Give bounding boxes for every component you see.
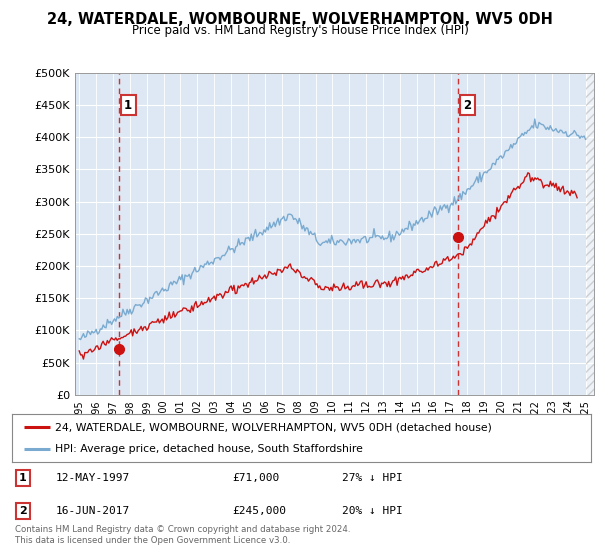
Text: 2: 2	[19, 506, 26, 516]
Text: Contains HM Land Registry data © Crown copyright and database right 2024.
This d: Contains HM Land Registry data © Crown c…	[15, 525, 350, 545]
Text: HPI: Average price, detached house, South Staffordshire: HPI: Average price, detached house, Sout…	[55, 444, 364, 454]
Bar	[586, 73, 594, 395]
Text: 20% ↓ HPI: 20% ↓ HPI	[342, 506, 403, 516]
Text: 16-JUN-2017: 16-JUN-2017	[55, 506, 130, 516]
Text: 24, WATERDALE, WOMBOURNE, WOLVERHAMPTON, WV5 0DH: 24, WATERDALE, WOMBOURNE, WOLVERHAMPTON,…	[47, 12, 553, 27]
Text: 1: 1	[124, 99, 132, 111]
Text: 24, WATERDALE, WOMBOURNE, WOLVERHAMPTON, WV5 0DH (detached house): 24, WATERDALE, WOMBOURNE, WOLVERHAMPTON,…	[55, 422, 493, 432]
Text: £71,000: £71,000	[232, 473, 279, 483]
Text: 27% ↓ HPI: 27% ↓ HPI	[342, 473, 403, 483]
Text: £245,000: £245,000	[232, 506, 286, 516]
Text: 2: 2	[463, 99, 472, 111]
Text: 12-MAY-1997: 12-MAY-1997	[55, 473, 130, 483]
Text: Price paid vs. HM Land Registry's House Price Index (HPI): Price paid vs. HM Land Registry's House …	[131, 24, 469, 37]
Text: 1: 1	[19, 473, 26, 483]
